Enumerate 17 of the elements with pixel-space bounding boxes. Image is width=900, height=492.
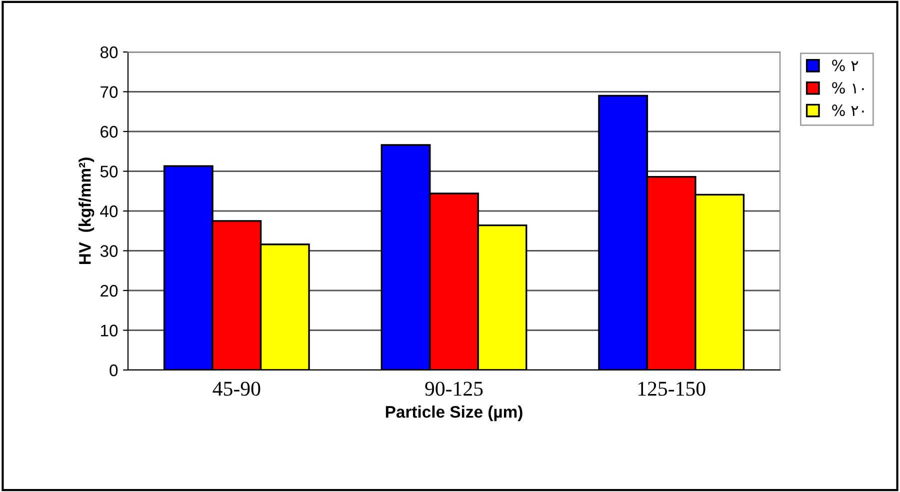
legend-label: % ١٠ (832, 82, 864, 94)
y-tick-label: 80 (100, 46, 118, 58)
legend-label: % ٢ (832, 60, 858, 72)
y-tick-label: 0 (110, 364, 118, 376)
y-tick-label: 30 (100, 245, 118, 257)
x-tick-label: 90-125 (425, 382, 483, 396)
legend-label: % ٢٠ (832, 104, 864, 116)
y-tick-label: 70 (100, 86, 118, 98)
x-axis-title: Particle Size (µm) (386, 406, 522, 422)
y-axis-title: HV (kgf/mm²) (78, 158, 94, 264)
y-tick-label: 10 (101, 324, 118, 336)
x-tick-label: 45-90 (212, 382, 260, 396)
y-tick-label: 20 (100, 284, 118, 297)
y-tick-label: 50 (100, 166, 118, 178)
y-tick-label: 40 (100, 205, 118, 218)
x-tick-label: 125-150 (638, 382, 706, 396)
y-tick-label: 60 (100, 126, 118, 138)
